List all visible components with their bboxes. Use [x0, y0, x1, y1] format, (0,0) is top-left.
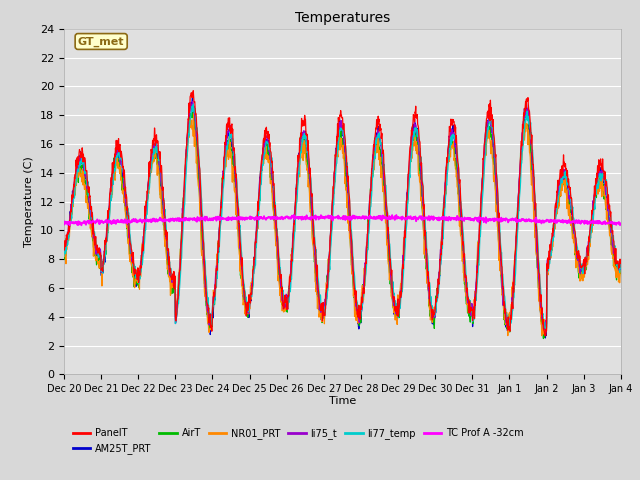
Text: GT_met: GT_met	[78, 36, 124, 47]
Y-axis label: Temperature (C): Temperature (C)	[24, 156, 35, 247]
Title: Temperatures: Temperatures	[295, 11, 390, 25]
X-axis label: Time: Time	[329, 396, 356, 406]
Legend: PanelT, AM25T_PRT, AirT, NR01_PRT, li75_t, li77_temp, TC Prof A -32cm: PanelT, AM25T_PRT, AirT, NR01_PRT, li75_…	[69, 424, 527, 458]
